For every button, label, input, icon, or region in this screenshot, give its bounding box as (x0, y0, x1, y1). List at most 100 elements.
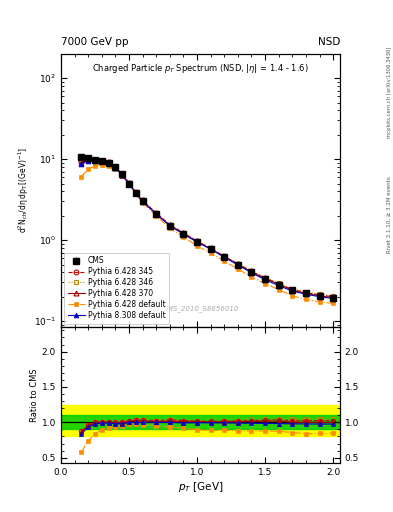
Pythia 8.308 default (331, 295, 336, 302)
Pythia 6.428 default (208, 250, 213, 256)
Pythia 6.428 346 (263, 274, 268, 281)
Pythia 6.428 370 (235, 261, 240, 267)
Pythia 6.428 370 (133, 189, 138, 196)
Text: Charged Particle $p_T$ Spectrum (NSD, $|\eta|$ = 1.4 - 1.6): Charged Particle $p_T$ Spectrum (NSD, $|… (92, 62, 309, 75)
Pythia 6.428 346 (276, 280, 281, 286)
Pythia 6.428 345 (195, 238, 199, 244)
Pythia 6.428 default (120, 173, 125, 179)
Pythia 6.428 default (263, 281, 268, 287)
Pythia 6.428 default (167, 225, 172, 231)
Pythia 6.428 370 (331, 294, 336, 301)
Pythia 6.428 default (222, 258, 227, 264)
Pythia 8.308 default (263, 276, 268, 283)
Pythia 6.428 370 (79, 160, 84, 166)
Pythia 8.308 default (167, 223, 172, 229)
Pythia 6.428 345 (154, 210, 158, 216)
Pythia 6.428 345 (222, 253, 227, 260)
Pythia 6.428 default (235, 266, 240, 272)
Pythia 6.428 370 (86, 157, 90, 163)
Pythia 6.428 370 (276, 281, 281, 287)
Pythia 6.428 345 (303, 289, 308, 295)
Pythia 6.428 370 (120, 172, 125, 178)
Pythia 6.428 default (181, 233, 186, 240)
Pythia 6.428 346 (127, 180, 131, 186)
Line: Pythia 8.308 default: Pythia 8.308 default (79, 158, 336, 301)
Pythia 6.428 370 (154, 210, 158, 217)
Pythia 6.428 default (99, 162, 104, 168)
Pythia 6.428 345 (167, 222, 172, 228)
Pythia 6.428 345 (127, 180, 131, 186)
Pythia 6.428 default (133, 191, 138, 197)
Pythia 6.428 default (140, 200, 145, 206)
Pythia 6.428 346 (106, 159, 111, 165)
Pythia 6.428 346 (113, 164, 118, 170)
Pythia 6.428 345 (317, 292, 322, 298)
Bar (61, 415, 340, 430)
Pythia 8.308 default (290, 288, 295, 294)
Pythia 6.428 346 (79, 159, 84, 165)
Pythia 8.308 default (303, 291, 308, 297)
Pythia 6.428 370 (113, 164, 118, 170)
Pythia 6.428 370 (208, 246, 213, 252)
Pythia 6.428 370 (317, 293, 322, 299)
Pythia 6.428 370 (195, 239, 199, 245)
Pythia 8.308 default (120, 172, 125, 178)
Line: Pythia 6.428 345: Pythia 6.428 345 (79, 157, 336, 299)
Text: Rivet 3.1.10, ≥ 3.2M events: Rivet 3.1.10, ≥ 3.2M events (387, 177, 392, 253)
Pythia 6.428 346 (235, 261, 240, 267)
Y-axis label: $\mathsf{d^2N_{ch}/d\eta\,dp_T\,[(GeV)^{-1}]}$: $\mathsf{d^2N_{ch}/d\eta\,dp_T\,[(GeV)^{… (17, 147, 31, 233)
Pythia 8.308 default (235, 262, 240, 268)
Pythia 6.428 345 (249, 268, 254, 274)
Pythia 8.308 default (127, 180, 131, 186)
Pythia 6.428 default (86, 166, 90, 173)
Pythia 8.308 default (154, 211, 158, 217)
Pythia 6.428 default (93, 163, 97, 169)
Pythia 6.428 346 (167, 222, 172, 228)
Pythia 8.308 default (106, 160, 111, 166)
Pythia 6.428 346 (331, 293, 336, 299)
Pythia 6.428 345 (133, 189, 138, 195)
Pythia 6.428 345 (208, 245, 213, 251)
Pythia 6.428 default (290, 293, 295, 299)
X-axis label: $p_T$ [GeV]: $p_T$ [GeV] (178, 480, 223, 494)
Pythia 6.428 345 (86, 157, 90, 163)
Pythia 6.428 345 (113, 164, 118, 170)
Text: NSD: NSD (318, 37, 340, 47)
Text: CMS_2010_S8656010: CMS_2010_S8656010 (162, 305, 239, 312)
Pythia 6.428 default (127, 181, 131, 187)
Pythia 6.428 370 (249, 269, 254, 275)
Pythia 6.428 default (195, 243, 199, 249)
Pythia 6.428 346 (303, 289, 308, 295)
Pythia 8.308 default (86, 158, 90, 164)
Pythia 6.428 default (154, 212, 158, 219)
Pythia 6.428 346 (140, 197, 145, 203)
Pythia 8.308 default (113, 164, 118, 170)
Pythia 8.308 default (249, 270, 254, 276)
Pythia 6.428 370 (106, 160, 111, 166)
Pythia 6.428 345 (276, 281, 281, 287)
Pythia 6.428 345 (106, 159, 111, 165)
Pythia 6.428 default (303, 296, 308, 303)
Pythia 8.308 default (222, 254, 227, 260)
Pythia 6.428 345 (181, 230, 186, 236)
Line: Pythia 6.428 346: Pythia 6.428 346 (79, 157, 336, 298)
Pythia 6.428 default (79, 174, 84, 180)
Pythia 6.428 default (249, 274, 254, 280)
Pythia 6.428 default (106, 163, 111, 169)
Bar (61, 404, 340, 436)
Line: Pythia 6.428 default: Pythia 6.428 default (79, 162, 336, 306)
Pythia 6.428 default (331, 301, 336, 307)
Pythia 8.308 default (99, 158, 104, 164)
Pythia 8.308 default (276, 283, 281, 289)
Pythia 6.428 370 (222, 253, 227, 260)
Pythia 6.428 default (113, 166, 118, 173)
Pythia 6.428 345 (290, 287, 295, 293)
Pythia 6.428 346 (249, 268, 254, 274)
Text: mcplots.cern.ch [arXiv:1306.3436]: mcplots.cern.ch [arXiv:1306.3436] (387, 47, 392, 138)
Pythia 6.428 346 (120, 171, 125, 177)
Pythia 6.428 370 (99, 158, 104, 164)
Pythia 8.308 default (93, 158, 97, 164)
Pythia 6.428 346 (93, 157, 97, 163)
Pythia 6.428 370 (140, 198, 145, 204)
Pythia 6.428 346 (317, 291, 322, 297)
